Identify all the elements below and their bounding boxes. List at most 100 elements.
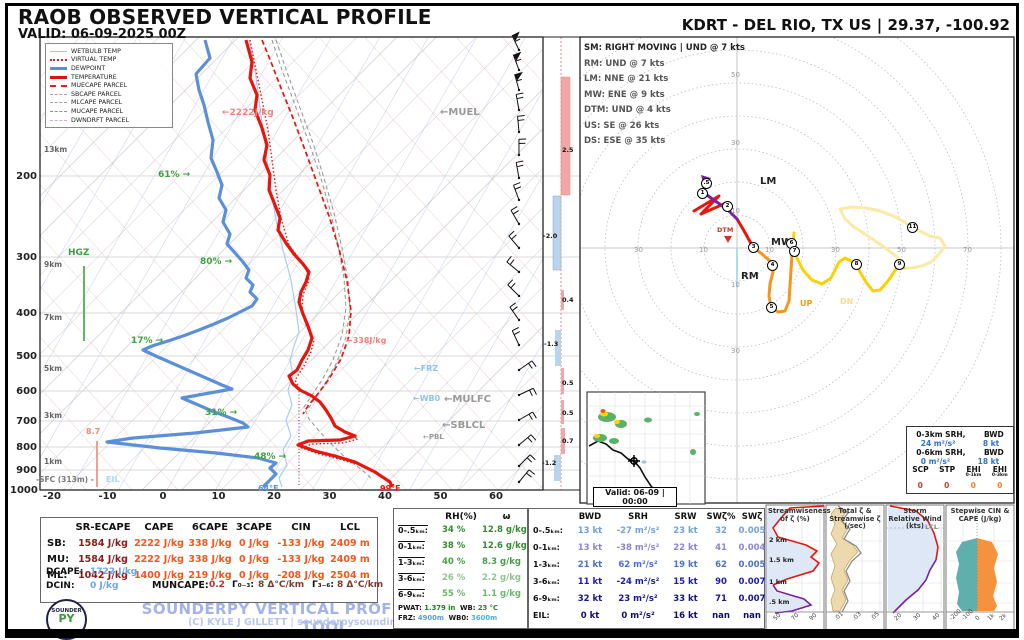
hodograph-ring-label: 30 [831, 246, 840, 254]
rh-annotation-17: 17% → [131, 336, 164, 346]
legend-label: WETBULB TEMP [71, 47, 121, 55]
stepwise-cin-area [956, 538, 977, 611]
temperature-tick: 0 [159, 491, 167, 502]
moisture-row: 1-3ₖₘ: 40 % 8.3 g/kg [398, 557, 521, 567]
col-cin: CIN [291, 522, 311, 533]
frz-row: FRZ: 4900m WB0: 3600m [398, 614, 498, 622]
streamwiseness-panel-title: Streamwiseness of ζ (%) [768, 507, 831, 523]
sbcape-parcel-trace [271, 39, 373, 480]
hodograph-height-marker: 3 [748, 242, 759, 253]
storm-motion-line: SM: RIGHT MOVING | UND @ 7 kts [584, 43, 745, 53]
stp-header: STP [939, 465, 956, 474]
valid-time: VALID: 06-09-2025 00Z [18, 27, 187, 42]
legend-line-swatch [50, 58, 67, 61]
pressure-tick: 900 [16, 465, 37, 476]
height-label: 3km [44, 411, 63, 420]
legend-label: MUCAPE PARCEL [71, 107, 124, 115]
storm-motion-line: MW: ENE @ 9 kts [584, 89, 665, 100]
col-srw: SRW [674, 512, 697, 522]
col-cape: CAPE [144, 522, 174, 533]
ehi1-header: EHI 0-1km [965, 465, 982, 478]
hodograph-ring-label: 10 [765, 246, 774, 254]
srh-0-3-value: 24 m²/s² [920, 439, 956, 448]
hodograph-height-marker: .5 [701, 178, 712, 189]
moisture-row: 0-.5ₖₘ: 34 % 12.8 g/kg [398, 525, 527, 535]
legend-item: MUCAPE PARCEL [50, 107, 168, 116]
dewpoint-trace [105, 39, 278, 489]
hgz-annotation: HGZ [68, 248, 90, 258]
ehi3-value: 0 [997, 481, 1003, 490]
hodograph-height-marker: 9 [894, 259, 905, 270]
lcl-marker-label: LCL [925, 523, 939, 531]
temperature-tick: -20 [42, 491, 62, 502]
dcin-value: 0 J/kg [90, 581, 119, 591]
cape338-annotation: ←338J/kg [346, 336, 387, 345]
legend-item: DWNDRFT PARCEL [50, 116, 168, 125]
hodograph-height-marker: 1 [697, 188, 708, 199]
dtm-label: DTM [717, 226, 734, 234]
storm-motion-line: DS: ESE @ 35 kts [584, 136, 666, 146]
dcin-label: DCIN: [46, 581, 75, 591]
hodograph-height-marker: 8 [851, 259, 862, 270]
legend-item: SBCAPE PARCEL [50, 90, 168, 99]
radar-echoes [593, 409, 700, 464]
logo-text-bottom: PY [58, 612, 75, 625]
col-rh: RH(%) [445, 512, 477, 522]
height-label: 7km [44, 313, 63, 322]
hodograph-ring-label: 50 [897, 246, 906, 254]
pressure-tick: 200 [16, 171, 37, 182]
hodograph-ring-label: 10 [731, 281, 740, 289]
hodograph-height-marker: 4 [767, 260, 778, 271]
station-id: KDRT - DEL RIO, TX US | 29.37, -100.92 [681, 16, 1010, 34]
thermodynamics-table: SR-ECAPE CAPE 6CAPE 3CAPE CIN LCL SB: 158… [40, 517, 378, 603]
hodograph-ring-label: 50 [731, 71, 740, 79]
hodograph-trace-9-12km [838, 205, 947, 270]
thermo-row: SB: 1584 J/kg 2222 J/kg 338 J/kg 0 J/kg -133… [47, 537, 370, 549]
omega-strip [552, 37, 571, 490]
frz-value: 4900m [417, 614, 444, 622]
legend-label: MUECAPE PARCEL [71, 82, 128, 90]
legend-item: TEMPERATURE [50, 73, 168, 82]
legend-label: DWNDRFT PARCEL [71, 116, 130, 124]
moisture-header-row: RH(%) ω [394, 512, 527, 522]
radar-inset-map [586, 391, 706, 505]
pressure-tick: 1000 [10, 485, 38, 496]
storm-motion-line: RM: UND @ 7 kts [584, 58, 665, 69]
height-label: 13km [44, 145, 68, 154]
pwat-value: 1.379 in [424, 604, 456, 612]
moisture-row: 0-1ₖₘ: 38 % 12.6 g/kg [398, 541, 527, 551]
col-bwd: BWD [578, 512, 602, 522]
logo-text-top: SOUNDER [51, 608, 82, 614]
km-axis-label: 1.5 km [769, 556, 794, 564]
bottom-bar [5, 629, 1019, 638]
pressure-tick: 300 [16, 252, 37, 263]
temperature-tick: 10 [211, 491, 226, 502]
legend-item: VIRTUAL TEMP [50, 56, 168, 65]
omega-bar-positive [560, 76, 571, 196]
stepwise-panel-title: Stepwise CIN & CAPE (J/kg) [950, 507, 1010, 523]
rh-annotation-48: 48% → [254, 452, 287, 462]
legend-line-swatch [50, 93, 67, 95]
legend-line-swatch [50, 84, 67, 87]
storm-motion-info: SM: RIGHT MOVING | UND @ 7 kts RM: UND @ … [584, 41, 745, 150]
temperature-tick: 60 [489, 491, 503, 502]
stp-value: 0 [944, 481, 950, 490]
ehi3-header: EHI 0-3km [991, 465, 1008, 478]
col-omega: ω [502, 512, 511, 522]
legend-line-swatch [50, 110, 67, 112]
lapse36-label: Γ₃₋₆: [312, 580, 334, 590]
col-swzeta: SWζ [741, 512, 763, 522]
mlcape-parcel-trace [275, 39, 351, 410]
legend-label: DEWPOINT [71, 64, 106, 72]
mucape-annotation: ←2222J/kg [222, 108, 274, 118]
legend-label: MLCAPE PARCEL [71, 99, 123, 107]
omega-value-label: 0.5 [562, 409, 574, 417]
temperature-tick: 40 [378, 491, 392, 502]
kinematics-row: 6-9ₖₘ: 32 kt 23 m²/s² 33 kt 71 0.007 [533, 593, 766, 604]
dcape-label: DCAPE: [46, 567, 84, 577]
rh-annotation-31: 31% → [205, 408, 238, 418]
pwat-row: PWAT: 1.379 in WB: 23 °C [398, 604, 499, 612]
km-axis-label: .5 km [769, 598, 790, 606]
kinematics-row: EIL: 0 kt 0 m²/s² 16 kt nan nan [533, 610, 761, 621]
